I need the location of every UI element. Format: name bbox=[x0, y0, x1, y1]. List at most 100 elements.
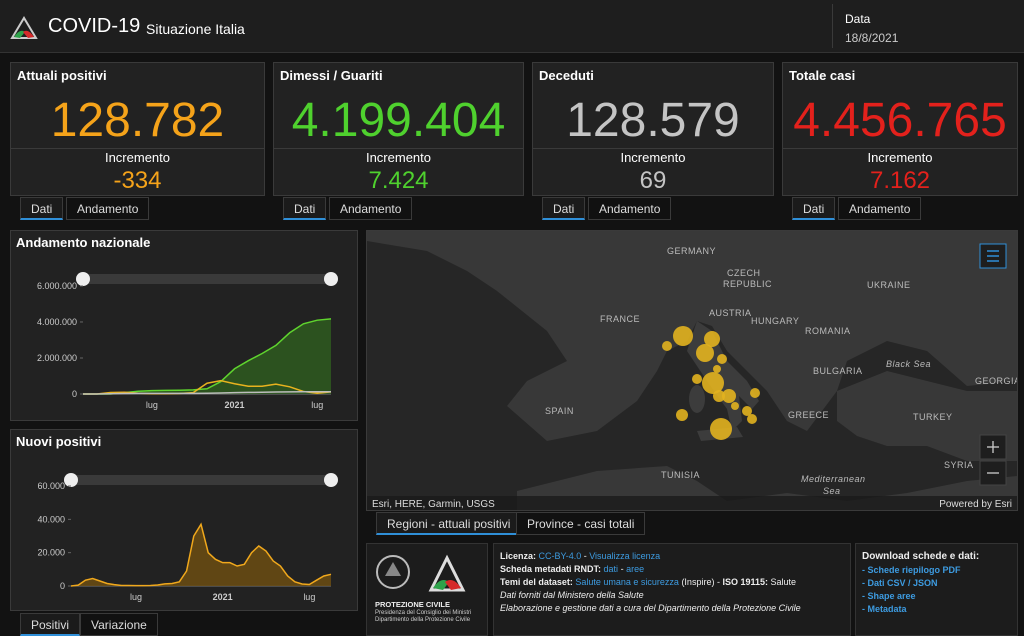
chart-title: Andamento nazionale bbox=[16, 235, 150, 250]
y-tick-label: 0 bbox=[60, 581, 65, 591]
y-tick-label: 4.000.000 bbox=[37, 317, 77, 327]
footer-logo: PROTEZIONE CIVILE Presidenza del Consigl… bbox=[366, 543, 488, 636]
chart: Nuovi positivi 0 20.000 40.000 60.000 lug 2021… bbox=[16, 434, 338, 602]
logo-text: Presidenza del Consiglio dei Ministri bbox=[375, 610, 472, 616]
link[interactable]: Salute umana e sicurezza bbox=[575, 577, 679, 587]
x-tick-label: 2021 bbox=[213, 592, 233, 602]
footer-info: Licenza: CC-BY-4.0 - Visualizza licenza … bbox=[493, 543, 851, 636]
label: Licenza: bbox=[500, 551, 537, 561]
footer-line: Scheda metadati RNDT: dati - aree bbox=[500, 563, 850, 576]
y-tick-label: 60.000 bbox=[37, 481, 65, 491]
separator: - bbox=[618, 564, 627, 574]
link[interactable]: aree bbox=[626, 564, 645, 574]
chart-panel: Nuovi positivi 0 20.000 40.000 60.000 lug 2021… bbox=[10, 429, 358, 611]
increment-label: Incremento bbox=[365, 150, 432, 165]
date-label: Data bbox=[845, 12, 871, 26]
separator: - bbox=[581, 551, 590, 561]
x-tick-label: lug bbox=[130, 592, 142, 602]
map-label: ROMANIA bbox=[805, 326, 851, 336]
y-tick-label: 40.000 bbox=[37, 514, 65, 524]
footer-line: Elaborazione e gestione dati a cura del … bbox=[500, 603, 801, 613]
stat-card: Dimessi / Guariti 4.199.404 Incremento 7.42… bbox=[273, 62, 524, 196]
slider-handle[interactable] bbox=[76, 272, 90, 286]
tab[interactable]: Dati bbox=[20, 197, 64, 220]
tab[interactable]: Andamento bbox=[588, 197, 672, 220]
y-tick-label: 20.000 bbox=[37, 548, 65, 558]
card-title: Dimessi / Guariti bbox=[280, 68, 383, 83]
slider-handle[interactable] bbox=[64, 473, 78, 487]
card-value: 128.782 bbox=[50, 94, 225, 147]
series-line bbox=[70, 522, 332, 587]
link[interactable]: dati bbox=[603, 564, 619, 574]
x-tick-label: lug bbox=[311, 400, 323, 410]
map-label: REPUBLIC bbox=[723, 279, 772, 289]
tab[interactable]: Dati bbox=[542, 197, 586, 220]
link[interactable]: CC-BY-4.0 bbox=[538, 551, 582, 561]
increment-value: -334 bbox=[113, 167, 162, 194]
label: ISO 19115: bbox=[722, 577, 768, 587]
label: Temi del dataset: bbox=[500, 577, 573, 587]
card-value: 4.199.404 bbox=[291, 94, 506, 147]
download-link[interactable]: - Schede riepilogo PDF bbox=[862, 565, 961, 575]
tab[interactable]: Dati bbox=[283, 197, 327, 220]
link[interactable]: Visualizza licenza bbox=[589, 551, 661, 561]
stat-card: Deceduti 128.579 Incremento 69 bbox=[532, 62, 774, 196]
map-label: HUNGARY bbox=[751, 316, 799, 326]
map-label: UKRAINE bbox=[867, 280, 911, 290]
y-tick-label: 6.000.000 bbox=[37, 281, 77, 291]
slider-handle[interactable] bbox=[324, 272, 338, 286]
chart-title: Nuovi positivi bbox=[16, 434, 101, 449]
slider-handle[interactable] bbox=[324, 473, 338, 487]
area-fill bbox=[71, 524, 331, 586]
map-canvas: GERMANY CZECH REPUBLIC UKRAINE FRANCE AU… bbox=[367, 231, 1017, 510]
separator bbox=[783, 148, 1017, 149]
card-title: Attuali positivi bbox=[17, 68, 107, 83]
footer-downloads: Download schede e dati: - Schede riepilo… bbox=[855, 543, 1018, 636]
range-slider bbox=[83, 274, 331, 284]
tab[interactable]: Dati bbox=[792, 197, 836, 220]
separator bbox=[533, 148, 773, 149]
area-fill bbox=[83, 318, 331, 394]
map-label: Mediterranean bbox=[801, 474, 866, 484]
download-link[interactable]: - Metadata bbox=[862, 604, 907, 614]
downloads-title: Download schede e dati: bbox=[862, 551, 980, 562]
map-label: SPAIN bbox=[545, 406, 574, 416]
map-attribution: Esri, HERE, Garmin, USGS bbox=[372, 499, 495, 510]
map-label: Black Sea bbox=[886, 359, 931, 369]
map-label: GREECE bbox=[788, 410, 829, 420]
tab[interactable]: Andamento bbox=[66, 197, 150, 220]
logo-text: PROTEZIONE CIVILE bbox=[375, 600, 451, 609]
y-tick-label: 0 bbox=[72, 389, 77, 399]
stat-card: Attuali positivi 128.782 Incremento -334 bbox=[10, 62, 265, 196]
download-link[interactable]: - Dati CSV / JSON bbox=[862, 578, 938, 588]
text: (Inspire) - bbox=[678, 577, 723, 587]
tab[interactable]: Positivi bbox=[20, 613, 81, 636]
map-label: FRANCE bbox=[600, 314, 640, 324]
map-label: CZECH bbox=[727, 268, 761, 278]
tab[interactable]: Province - casi totali bbox=[516, 512, 646, 535]
tab[interactable]: Regioni - attuali positivi bbox=[376, 512, 522, 535]
tab[interactable]: Andamento bbox=[329, 197, 413, 220]
logo-text: Dipartimento della Protezione Civile bbox=[375, 617, 471, 623]
map-label: GEORGIA bbox=[975, 376, 1017, 386]
footer-line: Temi del dataset: Salute umana e sicurez… bbox=[500, 576, 850, 589]
card-title: Totale casi bbox=[789, 68, 856, 83]
series-line bbox=[83, 390, 331, 395]
map-label: BULGARIA bbox=[813, 366, 863, 376]
chart-panel: Andamento nazionale 0 2.000.000 4.000.000 6.… bbox=[10, 230, 358, 421]
divider bbox=[832, 4, 833, 48]
tab[interactable]: Andamento bbox=[838, 197, 922, 220]
x-tick-label: lug bbox=[146, 400, 158, 410]
increment-value: 7.424 bbox=[368, 167, 429, 194]
map-label: TURKEY bbox=[913, 412, 953, 422]
x-tick-label: lug bbox=[303, 592, 315, 602]
tab[interactable]: Variazione bbox=[80, 613, 158, 636]
card-title: Deceduti bbox=[539, 68, 594, 83]
footer-line: Dati forniti dal Ministero della Salute bbox=[500, 590, 644, 600]
download-link[interactable]: - Shape aree bbox=[862, 591, 916, 601]
increment-label: Incremento bbox=[104, 150, 171, 165]
map-powered: Powered by Esri bbox=[939, 499, 1012, 510]
chart: Andamento nazionale 0 2.000.000 4.000.000 6.… bbox=[16, 235, 338, 410]
map[interactable]: GERMANY CZECH REPUBLIC UKRAINE FRANCE AU… bbox=[366, 230, 1018, 511]
